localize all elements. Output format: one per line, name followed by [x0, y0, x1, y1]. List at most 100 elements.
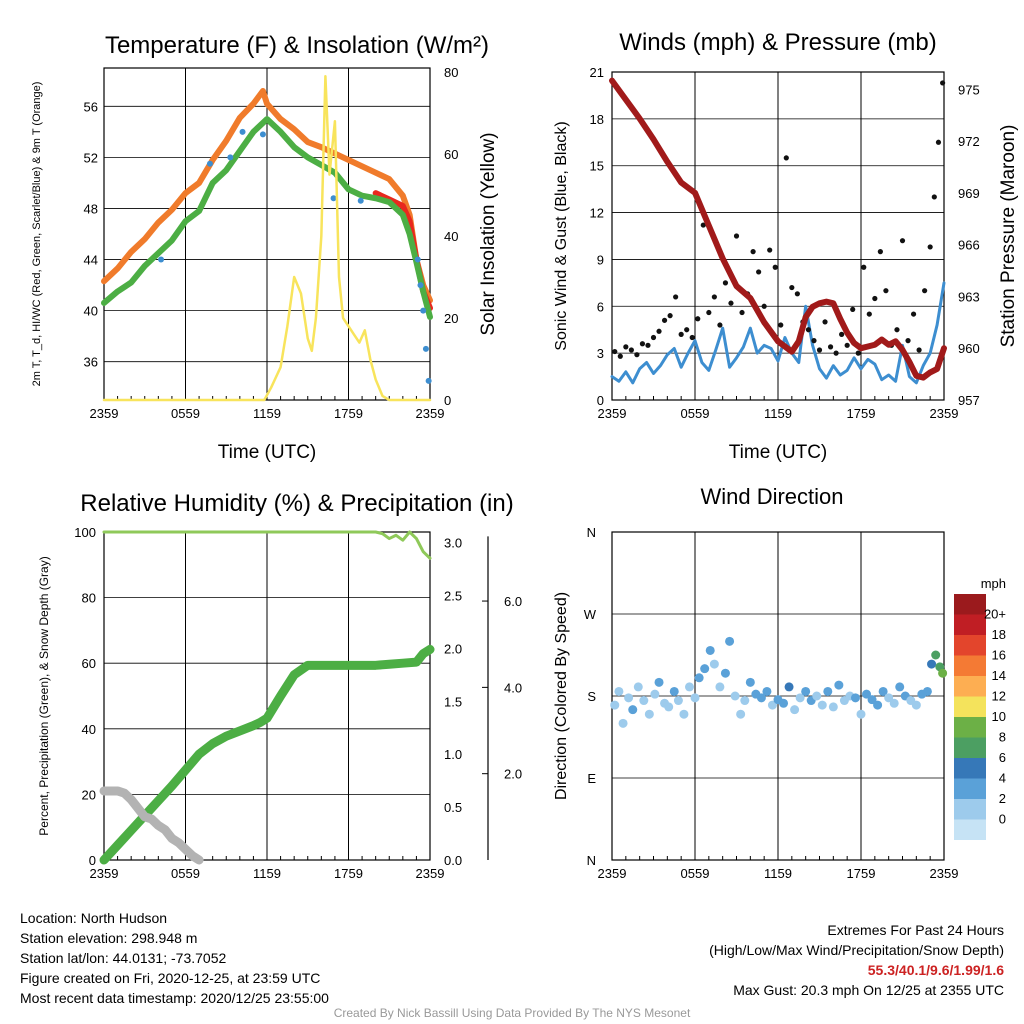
- gust-point: [850, 306, 856, 313]
- y2-tick-label: 960: [958, 341, 980, 356]
- colorbar-label: 0: [999, 812, 1006, 827]
- direction-point: [927, 659, 937, 669]
- direction-point: [878, 686, 888, 696]
- gust-point: [827, 344, 834, 350]
- y2-axis-label: Station Pressure (Maroon): [998, 125, 1019, 348]
- y2-axis-label: Solar Insolation (Yellow): [478, 132, 499, 335]
- y-axis-label: Direction (Colored By Speed): [553, 592, 570, 800]
- x-tick-label: 1759: [334, 406, 363, 421]
- td-line: [101, 116, 433, 320]
- gust-point: [656, 328, 662, 334]
- x-tick-label: 1759: [847, 866, 876, 881]
- extremes-values: 55.3/40.1/9.6/1.99/1.6: [867, 962, 1004, 978]
- y-tick-label: 36: [84, 355, 98, 370]
- gust-point: [778, 322, 784, 328]
- x-tick-label: 1759: [334, 866, 363, 881]
- y2-tick-label: 40: [444, 229, 458, 244]
- x-tick-label: 2359: [90, 866, 119, 881]
- gust-point: [844, 342, 850, 348]
- chart-title: Temperature (F) & Insolation (W/m²): [105, 32, 489, 59]
- gust-point: [916, 347, 922, 353]
- y-axis-label: Percent, Precipitation (Green), & Snow D…: [37, 556, 51, 835]
- gust-point: [855, 350, 861, 356]
- gust-point: [767, 247, 773, 253]
- gust-point: [645, 342, 651, 348]
- direction-point: [762, 686, 772, 696]
- y-tick-label: 21: [590, 65, 604, 80]
- y2-tick-label: 0: [444, 393, 451, 408]
- y-tick-label: S: [587, 689, 596, 704]
- gust-point: [711, 294, 717, 300]
- x-tick-label: 2359: [416, 406, 445, 421]
- y-tick-label: 9: [597, 252, 604, 267]
- direction-point: [715, 682, 725, 692]
- wc-point: [330, 195, 337, 202]
- y-tick-label: 3: [597, 346, 604, 361]
- y2-tick-label: 20: [444, 311, 458, 326]
- gust-point: [728, 300, 734, 306]
- colorbar-label: 16: [992, 648, 1006, 663]
- direction-point: [817, 700, 827, 710]
- direction-point: [779, 698, 789, 708]
- direction-point: [628, 705, 638, 715]
- colorbar-swatch: [954, 737, 986, 758]
- y-tick-label: 6: [597, 299, 604, 314]
- colorbar-label: 18: [992, 627, 1006, 642]
- gust-point: [667, 313, 673, 319]
- colorbar-swatch: [954, 655, 986, 676]
- wc-point: [422, 345, 429, 352]
- gust-point: [816, 347, 823, 353]
- x-tick-label: 2359: [416, 866, 445, 881]
- gust-point: [927, 244, 933, 250]
- direction-point: [684, 682, 694, 692]
- direction-point: [679, 709, 689, 719]
- direction-point: [856, 709, 866, 719]
- gust-point: [722, 280, 729, 286]
- y2-tick-label: 963: [958, 289, 980, 304]
- y-tick-label: E: [587, 771, 596, 786]
- max-gust: Max Gust: 20.3 mph On 12/25 at 2355 UTC: [733, 982, 1004, 998]
- wc-point: [425, 377, 432, 384]
- station-latlon: Station lat/lon: 44.0131; -73.7052: [20, 950, 227, 966]
- direction-point: [828, 702, 838, 712]
- gust-point: [628, 347, 634, 353]
- x-tick-label: 2359: [598, 406, 627, 421]
- direction-point: [650, 689, 660, 699]
- direction-point: [740, 696, 750, 706]
- station-elevation: Station elevation: 298.948 m: [20, 930, 198, 946]
- gust-point: [678, 331, 684, 337]
- colorbar-label: 8: [999, 730, 1006, 745]
- gust-point: [706, 309, 712, 316]
- direction-point: [720, 668, 730, 678]
- y-tick-label: 44: [84, 253, 98, 268]
- x-tick-label: 1759: [847, 406, 876, 421]
- direction-point: [730, 691, 740, 701]
- direction-point: [669, 686, 679, 696]
- gust-point: [689, 334, 695, 341]
- y2-tick-label: 972: [958, 134, 980, 149]
- gust-point: [661, 317, 668, 323]
- direction-point: [873, 700, 883, 710]
- extremes-legend: (High/Low/Max Wind/Precipitation/Snow De…: [709, 942, 1004, 958]
- colorbar-swatch: [954, 778, 986, 799]
- wc-point: [239, 128, 246, 135]
- y-tick-label: 80: [82, 591, 96, 606]
- gust-point: [733, 233, 740, 239]
- direction-point: [922, 686, 932, 696]
- gust-point: [761, 303, 767, 309]
- gust-point: [822, 319, 828, 325]
- panel-1: 2359 0559 1159 1759 2359 36 40 44 48 52 56 0 20 40 60 8…: [31, 32, 499, 463]
- direction-point: [745, 677, 755, 687]
- y-tick-label: 0: [89, 853, 96, 868]
- colorbar-swatch: [954, 594, 986, 615]
- colorbar-label: 4: [999, 771, 1006, 786]
- x-tick-label: 0559: [681, 866, 710, 881]
- y-tick-label: 15: [590, 159, 604, 174]
- wc-point: [414, 256, 421, 263]
- gust-point: [717, 322, 723, 328]
- y-tick-label: 60: [82, 656, 96, 671]
- direction-point: [801, 686, 811, 696]
- gust-point: [899, 238, 906, 244]
- direction-point: [664, 702, 674, 712]
- gust-point: [617, 353, 623, 359]
